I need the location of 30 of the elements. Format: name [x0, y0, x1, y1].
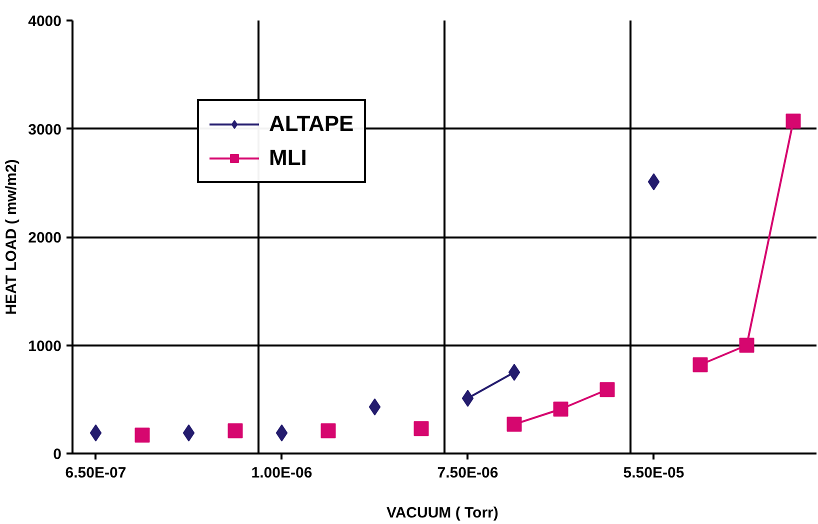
- point: [600, 382, 615, 398]
- y-tick-label: 3000: [28, 121, 62, 138]
- point: [648, 173, 660, 190]
- point: [692, 357, 708, 372]
- point: [134, 428, 150, 443]
- x-tick-label: 6.50E-07: [65, 464, 126, 482]
- x-axis-title: VACUUM ( Torr): [386, 504, 498, 522]
- y-axis-title: HEAT LOAD ( mw/m2): [3, 159, 20, 315]
- point: [368, 398, 381, 416]
- point: [90, 424, 102, 442]
- point: [182, 424, 195, 442]
- x-tick-label: 5.50E-05: [623, 464, 684, 482]
- point: [508, 364, 520, 381]
- x-tick-label: 1.00E-06: [251, 464, 312, 482]
- y-tick-label: 1000: [28, 338, 62, 355]
- y-tick-label: 0: [53, 446, 62, 463]
- point: [320, 423, 336, 438]
- y-tick-label: 4000: [28, 13, 62, 30]
- point: [414, 421, 429, 436]
- legend-label: MLI: [269, 145, 307, 171]
- point: [739, 338, 754, 353]
- point: [553, 402, 568, 417]
- point: [506, 416, 522, 432]
- x-tick-label: 7.50E-06: [437, 464, 498, 482]
- point: [276, 424, 288, 442]
- y-tick-label: 2000: [28, 230, 62, 246]
- point: [462, 390, 474, 407]
- legend-label: ALTAPE: [269, 111, 354, 137]
- point: [228, 423, 243, 438]
- point: [786, 114, 801, 129]
